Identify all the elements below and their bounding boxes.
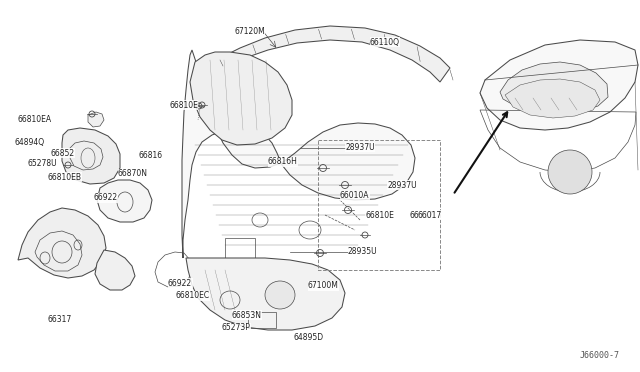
Circle shape bbox=[548, 150, 592, 194]
Polygon shape bbox=[88, 112, 104, 127]
Text: 66810EA: 66810EA bbox=[18, 115, 52, 125]
Bar bbox=[248, 312, 276, 328]
Text: 66922: 66922 bbox=[94, 193, 118, 202]
Polygon shape bbox=[500, 62, 608, 115]
Polygon shape bbox=[62, 128, 120, 184]
Text: 64895D: 64895D bbox=[293, 333, 323, 341]
Text: 66810E: 66810E bbox=[169, 100, 198, 109]
Text: 66110Q: 66110Q bbox=[370, 38, 400, 46]
Text: 66010A: 66010A bbox=[340, 192, 369, 201]
Text: 67120M: 67120M bbox=[234, 28, 265, 36]
Text: 66922: 66922 bbox=[168, 279, 192, 288]
Polygon shape bbox=[186, 258, 345, 330]
Text: 28937U: 28937U bbox=[345, 142, 374, 151]
Text: 66816H: 66816H bbox=[268, 157, 298, 167]
Text: 66810EB: 66810EB bbox=[48, 173, 82, 182]
Text: 28935U: 28935U bbox=[348, 247, 378, 257]
Text: 66816: 66816 bbox=[139, 151, 163, 160]
Bar bbox=[225, 238, 255, 258]
Text: 64894Q: 64894Q bbox=[15, 138, 45, 148]
Text: 66317: 66317 bbox=[48, 315, 72, 324]
Polygon shape bbox=[18, 208, 106, 278]
Ellipse shape bbox=[265, 281, 295, 309]
Polygon shape bbox=[95, 250, 135, 290]
Text: 66853N: 66853N bbox=[232, 311, 262, 320]
Polygon shape bbox=[97, 180, 152, 222]
Polygon shape bbox=[182, 50, 415, 258]
Polygon shape bbox=[220, 26, 450, 82]
Polygon shape bbox=[480, 40, 638, 130]
Text: J66000-7: J66000-7 bbox=[580, 351, 620, 360]
Text: 28937U: 28937U bbox=[387, 180, 417, 189]
Polygon shape bbox=[190, 52, 292, 145]
Text: 66852: 66852 bbox=[51, 148, 75, 157]
Text: 66017: 66017 bbox=[418, 211, 442, 219]
Text: 66810E: 66810E bbox=[365, 211, 394, 219]
Text: 66870N: 66870N bbox=[118, 170, 148, 179]
Text: 65273P: 65273P bbox=[222, 324, 251, 333]
Text: 65278U: 65278U bbox=[28, 158, 57, 167]
Text: 66810EC: 66810EC bbox=[175, 292, 209, 301]
Text: 67100M: 67100M bbox=[308, 282, 339, 291]
Polygon shape bbox=[505, 79, 600, 118]
Bar bbox=[318, 140, 440, 270]
Text: 66017: 66017 bbox=[410, 211, 435, 219]
